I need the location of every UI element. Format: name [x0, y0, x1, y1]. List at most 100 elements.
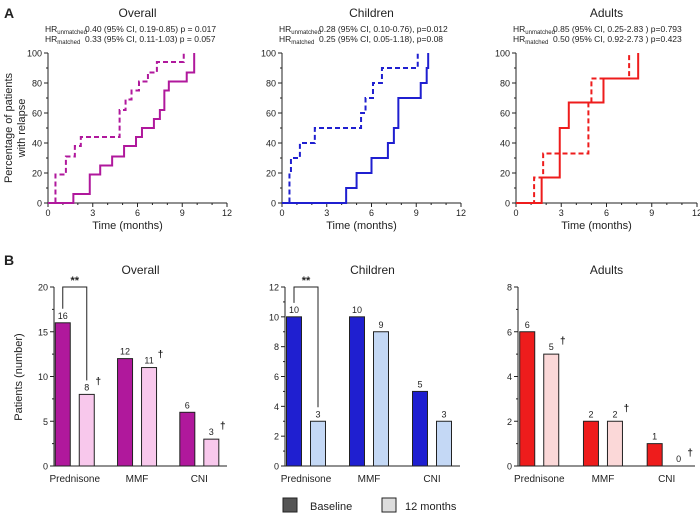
hr-label: HR: [513, 34, 525, 44]
x-axis-label: Time (months): [561, 220, 632, 232]
hr-subscript: matched: [57, 40, 80, 46]
y-tick-label: 100: [261, 49, 276, 59]
y-tick-label: 80: [500, 79, 510, 89]
bar-value-label: 5: [549, 342, 554, 352]
y-tick-label: 0: [507, 462, 512, 472]
y-axis-label: Patients (number): [13, 333, 25, 420]
y-tick-label: 100: [495, 49, 510, 59]
hr-matched-text: HRmatched 0.33 (95% CI, 0.11-1.03) p = 0.…: [45, 34, 216, 46]
km-curve-dashed: [48, 53, 185, 204]
y-tick-label: 8: [274, 342, 279, 352]
significance-label: **: [302, 275, 311, 287]
y-tick-label: 6: [274, 372, 279, 382]
x-tick-label: 9: [414, 208, 419, 218]
y-tick-label: 20: [500, 169, 510, 179]
x-tick-label: 12: [222, 208, 232, 218]
y-tick-label: 100: [27, 49, 42, 59]
x-tick-label: 0: [513, 208, 518, 218]
hr-label: HR: [279, 34, 291, 44]
y-tick-label: 0: [37, 199, 42, 209]
hr-unmatched-text: HRunmatched0.85 (95% CI, 0.25-2.83 ) p=0…: [513, 24, 682, 36]
km-curve-dashed: [516, 53, 631, 204]
x-tick-label: 6: [369, 208, 374, 218]
significance-bracket: [62, 286, 88, 381]
dagger-mark: †: [158, 350, 164, 361]
y-tick-label: 10: [269, 312, 279, 322]
bar-12-months-prednisone: [78, 393, 95, 467]
category-label: MMF: [592, 474, 615, 485]
hr-value: 0.50 (95% CI, 0.92-2.73 ) p=0.423: [553, 34, 682, 44]
km-panel-adults: Adults HRunmatched0.85 (95% CI, 0.25-2.83…: [495, 6, 700, 232]
bar-value-label: 6: [525, 320, 530, 330]
bar-12-months-mmf: [373, 331, 389, 467]
x-tick-label: 9: [649, 208, 654, 218]
y-axis-label-line-2: with relapse: [16, 99, 28, 159]
panel-label-b: B: [4, 252, 14, 268]
y-tick-label: 60: [32, 109, 42, 119]
x-tick-label: 3: [324, 208, 329, 218]
bar-value-label: 3: [209, 427, 214, 437]
bar-value-label: 6: [185, 400, 190, 410]
bar-12-months-mmf: [141, 367, 158, 467]
hr-value: 0.40 (95% CI, 0.19-0.85) p = 0.017: [85, 24, 216, 34]
category-label: MMF: [126, 474, 149, 485]
y-tick-label: 8: [507, 283, 512, 293]
category-label: MMF: [358, 474, 381, 485]
hr-label: HR: [513, 24, 525, 34]
y-tick-label: 60: [266, 109, 276, 119]
dagger-mark: †: [95, 376, 101, 387]
bar-value-label: 8: [84, 382, 89, 392]
bar-panel-adults: Adults 0 2 4 6 8 Prednisone 6 5 † MMF 2 2 † CNI 1 0 †: [507, 263, 695, 485]
bar-value-label: 3: [315, 409, 320, 419]
bar-value-label: 11: [144, 356, 153, 366]
hr-matched-text: HRmatched 0.25 (95% CI, 0.05-1.18), p=0.0…: [279, 34, 443, 46]
bar-value-label: 2: [588, 409, 593, 419]
category-label: Prednisone: [281, 474, 332, 485]
km-panel-children: Children HRunmatched0.28 (95% CI, 0.10-0.…: [261, 6, 466, 232]
bar-baseline-cni: [179, 411, 196, 467]
bar-baseline-cni: [646, 443, 663, 467]
km-curve-solid: [516, 53, 640, 204]
bar-value-label: 16: [58, 311, 68, 321]
y-tick-label: 20: [32, 169, 42, 179]
hr-value: 0.85 (95% CI, 0.25-2.83 ) p=0.793: [553, 24, 682, 34]
panel-title: Overall: [121, 263, 159, 277]
y-tick-label: 4: [507, 372, 512, 382]
significance-bracket: [293, 286, 319, 408]
x-axis-label: Time (months): [326, 220, 397, 232]
dagger-mark: †: [624, 403, 630, 414]
x-tick-label: 12: [456, 208, 466, 218]
dagger-mark: †: [220, 421, 226, 432]
bar-value-label: 5: [417, 379, 422, 389]
y-tick-label: 60: [500, 109, 510, 119]
bar-baseline-mmf: [349, 316, 365, 467]
y-tick-label: 4: [274, 402, 279, 412]
x-tick-label: 6: [604, 208, 609, 218]
bar-value-label: 3: [441, 409, 446, 419]
panel-label-a: A: [4, 5, 14, 21]
bar-12-months-prednisone: [543, 353, 560, 467]
hr-label: HR: [45, 34, 57, 44]
y-tick-label: 10: [38, 372, 48, 382]
x-tick-label: 3: [90, 208, 95, 218]
km-curve-dashed: [282, 53, 419, 204]
hr-subscript: matched: [525, 40, 548, 46]
bar-baseline-cni: [412, 390, 428, 467]
y-tick-label: 40: [32, 139, 42, 149]
hr-label: HR: [45, 24, 57, 34]
x-tick-label: 9: [180, 208, 185, 218]
x-tick-label: 12: [692, 208, 700, 218]
hr-unmatched-text: HRunmatched0.28 (95% CI, 0.10-0.76), p=0…: [279, 24, 448, 36]
bar-baseline-prednisone: [286, 316, 302, 467]
hr-subscript: unmatched: [57, 30, 87, 36]
panel-title: Children: [349, 6, 394, 20]
panel-title: Adults: [590, 263, 623, 277]
category-label: Prednisone: [49, 474, 100, 485]
legend-label-baseline: Baseline: [310, 501, 352, 513]
y-tick-label: 6: [507, 327, 512, 337]
y-axis-label-line-1: Percentage of patients: [3, 72, 15, 183]
bar-value-label: 9: [378, 320, 383, 330]
dagger-mark: †: [687, 448, 693, 459]
bar-value-label: 2: [612, 409, 617, 419]
